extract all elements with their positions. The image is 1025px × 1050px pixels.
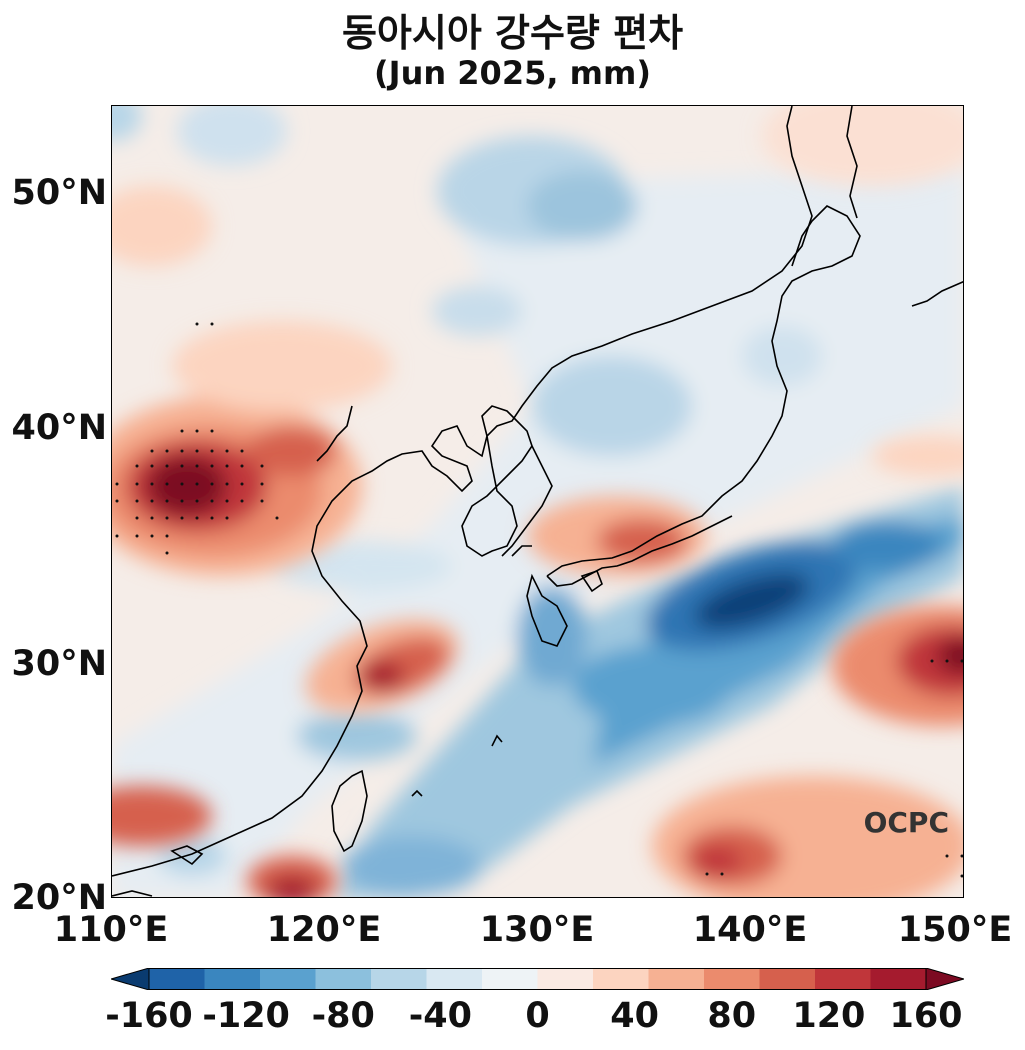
anomaly-map: OCPC	[111, 105, 964, 898]
colorbar-swatch	[371, 968, 427, 990]
colorbar-swatch	[204, 968, 261, 990]
y-tick-40N: 40°N	[11, 408, 108, 448]
map-title: 동아시아 강수량 편차	[341, 11, 684, 55]
x-tick-150E: 150°E	[897, 910, 1013, 950]
colorbar-extend-low	[111, 968, 150, 990]
colorbar-swatch	[648, 968, 705, 990]
colorbar-swatch	[759, 968, 816, 990]
colorbar-swatch	[426, 968, 483, 990]
colorbar-tick-label: 120	[792, 996, 866, 1036]
x-tick-120E: 120°E	[266, 910, 382, 950]
x-tick-110E: 110°E	[53, 910, 169, 950]
y-tick-50N: 50°N	[11, 173, 108, 213]
colorbar-tick-label: -40	[408, 996, 472, 1036]
coastlines	[112, 106, 963, 897]
colorbar-tick-label: 0	[525, 996, 550, 1036]
colorbar-swatch	[704, 968, 760, 990]
colorbar-tick-label: 160	[889, 996, 963, 1036]
colorbar-swatch	[815, 968, 871, 990]
colorbar	[111, 968, 964, 990]
colorbar-swatch	[537, 968, 594, 990]
colorbar-tick-label: 40	[610, 996, 659, 1036]
colorbar-swatch	[482, 968, 538, 990]
colorbar-swatch	[870, 968, 927, 990]
significance-dots	[115, 322, 963, 878]
x-tick-130E: 130°E	[479, 910, 595, 950]
colorbar-tick-label: -80	[311, 996, 375, 1036]
colorbar-swatch	[315, 968, 372, 990]
y-tick-20N: 20°N	[11, 878, 108, 918]
colorbar-tick-label: -120	[202, 996, 290, 1036]
y-tick-30N: 30°N	[11, 644, 108, 684]
x-tick-140E: 140°E	[692, 910, 808, 950]
ocpc-logo: OCPC	[863, 806, 949, 839]
colorbar-swatch	[260, 968, 316, 990]
colorbar-extend-high	[925, 968, 964, 990]
colorbar-tick-label: 80	[707, 996, 757, 1036]
colorbar-swatch	[149, 968, 205, 990]
map-subtitle: (Jun 2025, mm)	[374, 54, 651, 92]
anomaly-field	[112, 106, 963, 897]
colorbar-tick-label: -160	[105, 996, 193, 1036]
colorbar-swatch	[593, 968, 649, 990]
positive-anomaly-patches	[112, 106, 963, 897]
